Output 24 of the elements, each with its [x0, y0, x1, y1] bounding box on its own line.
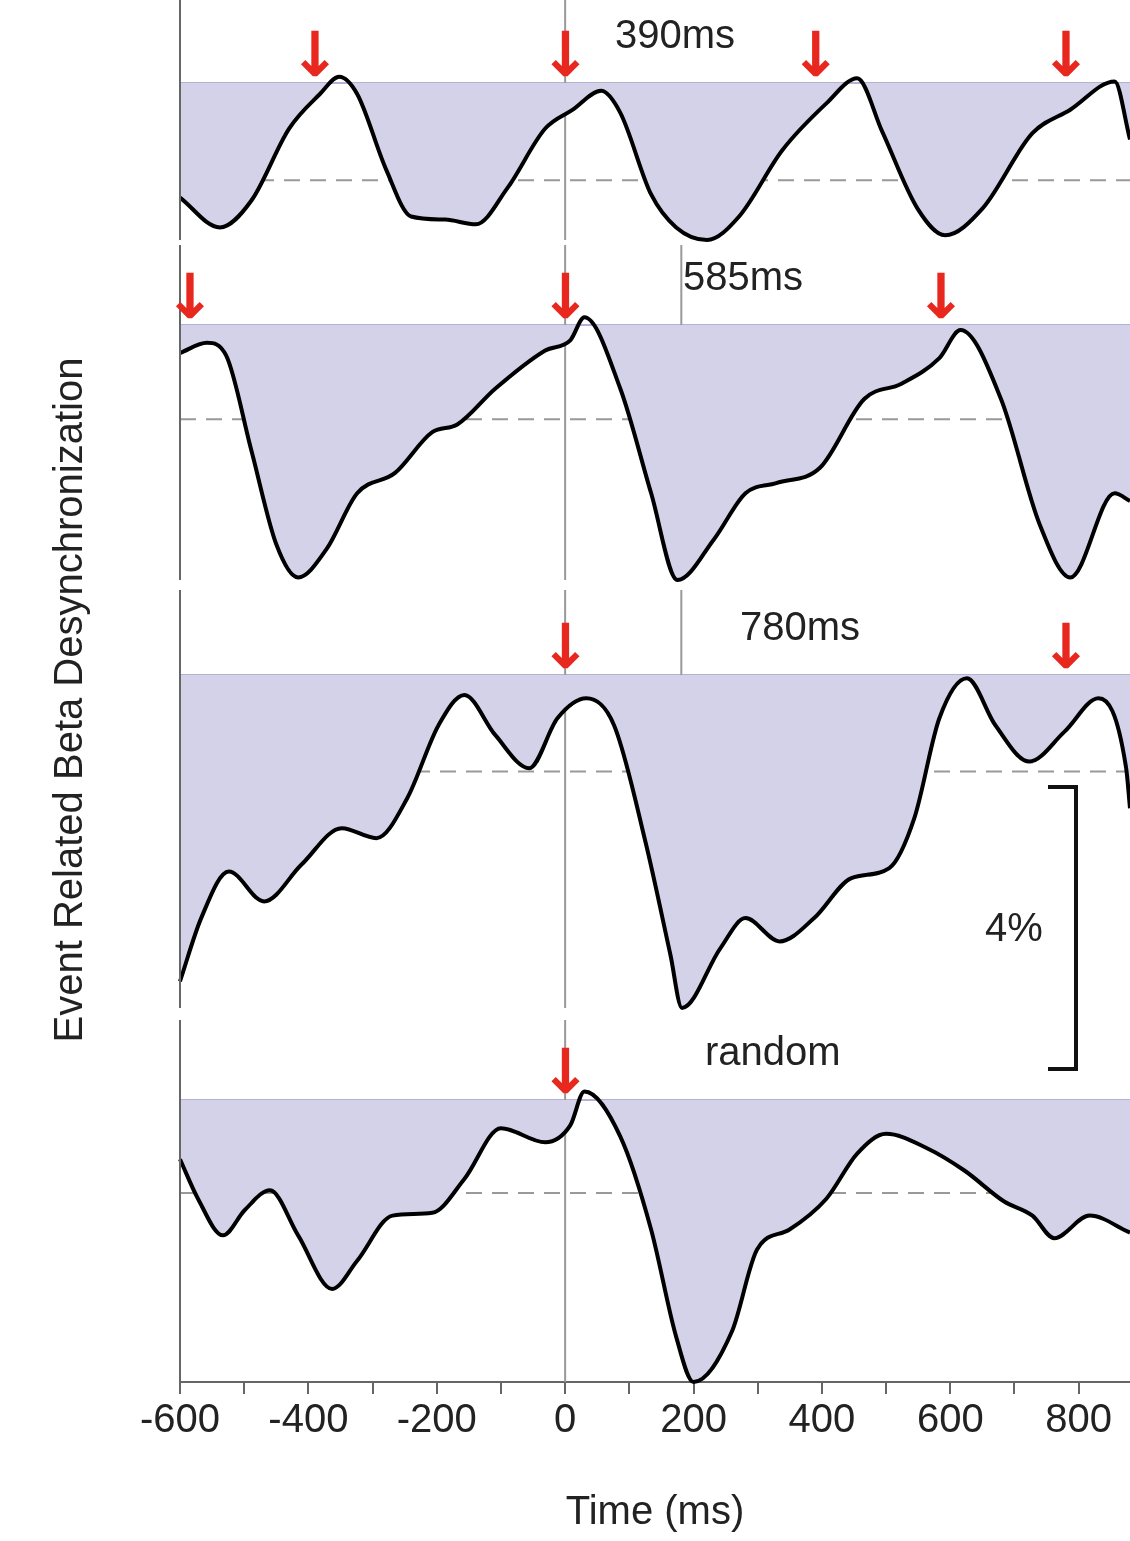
x-axis-title: Time (ms) — [565, 1488, 745, 1533]
annotation: 4% — [985, 905, 1043, 950]
y-axis-title: Event Related Beta Desynchronization — [45, 356, 91, 1045]
annotation: ↓ — [914, 260, 967, 334]
x-tick-label: 400 — [788, 1396, 856, 1441]
x-tick-label: 0 — [554, 1396, 577, 1441]
chart-title: random — [705, 1029, 841, 1073]
annotation: ↓ — [288, 18, 341, 92]
x-tick-label: 200 — [660, 1396, 727, 1441]
annotation: ↓ — [539, 1035, 592, 1109]
x-tick-label: -400 — [268, 1396, 349, 1441]
annotation: ↓ — [1039, 18, 1092, 92]
chart-title: 390ms — [615, 12, 736, 56]
annotation: ↓ — [539, 610, 592, 684]
x-tick-label: 600 — [916, 1396, 984, 1441]
annotation: ↓ — [1039, 610, 1092, 684]
chart-title: 780ms — [740, 604, 861, 648]
annotation: ↓ — [789, 18, 842, 92]
x-tick-label: -200 — [396, 1396, 477, 1441]
chart-title: 585ms — [683, 254, 804, 298]
x-tick-label: -600 — [139, 1396, 221, 1441]
annotation: ↓ — [539, 18, 592, 92]
annotation: ↓ — [539, 260, 592, 334]
x-tick-label: 800 — [1045, 1396, 1113, 1441]
